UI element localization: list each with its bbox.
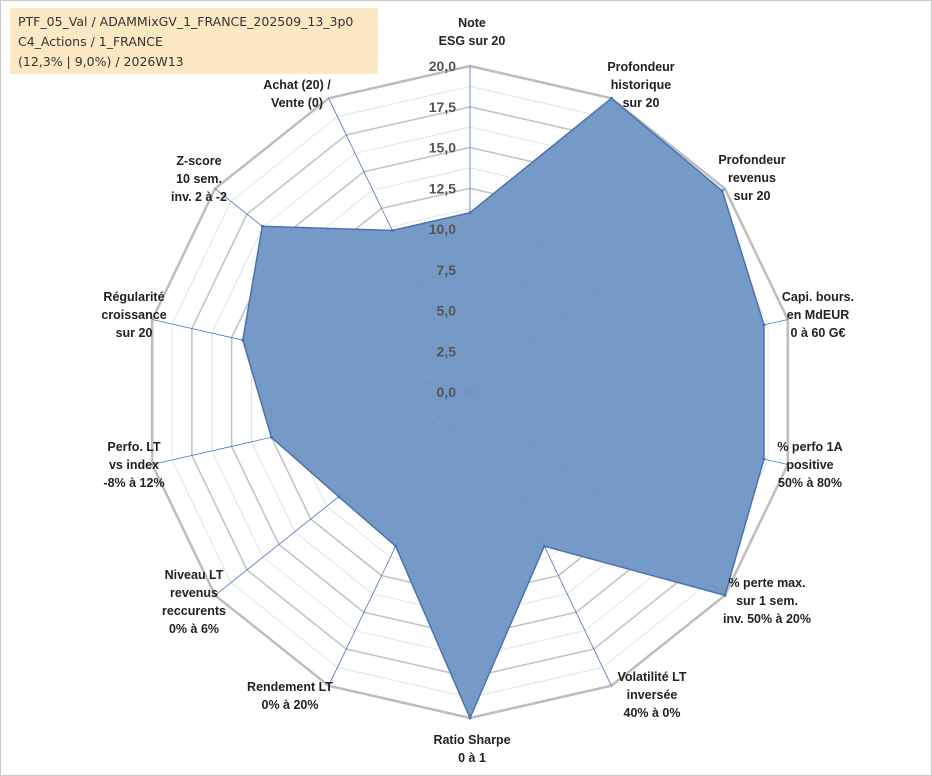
data-point-9 (394, 544, 398, 548)
axis-label-line: Capi. bours. (782, 290, 854, 304)
tick-label: 0,0 (437, 384, 457, 400)
info-line-portfolio: PTF_05_Val / ADAMMixGV_1_FRANCE_202509_1… (18, 14, 354, 29)
axis-label-9: Rendement LT 0% à 20% (247, 680, 333, 712)
axis-label-line: Note (458, 16, 486, 30)
axis-label-line: % perfo 1A (777, 440, 842, 454)
axis-label-line: sur 20 (734, 189, 771, 203)
axis-label-line: 40% à 0% (624, 706, 681, 720)
axis-label-line: Régularité (103, 290, 164, 304)
info-line-stats: (12,3% | 9,0%) / 2026W13 (18, 54, 184, 69)
axis-label-4: Capi. bours. en MdEUR 0 à 60 G€ (782, 290, 854, 340)
axis-label-line: revenus (728, 171, 776, 185)
tick-label: 17,5 (429, 99, 456, 115)
data-point-6 (723, 593, 727, 597)
data-point-4 (762, 323, 766, 327)
axis-label-line: Vente (0) (271, 96, 323, 110)
axis-label-3: Profondeur revenus sur 20 (718, 153, 785, 203)
axis-label-line: -8% à 12% (103, 476, 164, 490)
axis-label-line: inv. 2 à -2 (171, 190, 227, 204)
axis-label-line: Z-score (176, 154, 221, 168)
axis-label-line: 0% à 6% (169, 622, 219, 636)
axis-label-line: 0 à 60 G€ (791, 326, 846, 340)
axis-label-line: Volatilité LT (618, 670, 687, 684)
axis-label-line: historique (611, 78, 671, 92)
data-point-1 (468, 211, 472, 215)
axis-label-1: Note ESG sur 20 (439, 16, 506, 48)
axis-label-line: positive (786, 458, 833, 472)
axis-label-line: Perfo. LT (107, 440, 161, 454)
axis-label-13: Z-score 10 sem. inv. 2 à -2 (171, 154, 227, 204)
axis-label-line: Achat (20) / (263, 78, 331, 92)
info-line-category: C4_Actions / 1_FRANCE (18, 34, 163, 49)
axis-label-line: ESG sur 20 (439, 34, 506, 48)
axis-label-line: 0% à 20% (262, 698, 319, 712)
tick-label: 10,0 (429, 221, 456, 237)
axis-label-line: croissance (101, 308, 166, 322)
data-point-2 (609, 96, 613, 100)
tick-label: 2,5 (437, 343, 457, 359)
data-point-8 (468, 716, 472, 720)
axis-label-line: Ratio Sharpe (433, 733, 510, 747)
data-point-11 (269, 435, 273, 439)
axis-label-2: Profondeur historique sur 20 (607, 60, 674, 110)
axis-label-line: en MdEUR (787, 308, 850, 322)
axis-label-line: Profondeur (718, 153, 785, 167)
axis-label-7: Volatilité LT inversée 40% à 0% (618, 670, 687, 720)
axis-label-line: Rendement LT (247, 680, 333, 694)
data-point-5 (762, 457, 766, 461)
data-point-3 (720, 189, 724, 193)
tick-label: 5,0 (437, 303, 457, 319)
axis-label-line: sur 20 (623, 96, 660, 110)
axis-label-6: % perte max. sur 1 sem. inv. 50% à 20% (723, 576, 811, 626)
axis-label-line: sur 1 sem. (736, 594, 798, 608)
tick-label: 7,5 (437, 262, 457, 278)
axis-label-line: vs index (109, 458, 159, 472)
data-point-12 (241, 338, 245, 342)
axis-label-11: Perfo. LT vs index -8% à 12% (103, 440, 164, 490)
axis-label-10: Niveau LT revenus reccurents 0% à 6% (162, 568, 226, 636)
portfolio-info-box: PTF_05_Val / ADAMMixGV_1_FRANCE_202509_1… (10, 8, 378, 74)
axis-label-line: revenus (170, 586, 218, 600)
axis-label-line: Profondeur (607, 60, 674, 74)
axis-label-line: % perte max. (728, 576, 805, 590)
tick-label: 15,0 (429, 140, 456, 156)
axis-label-8: Ratio Sharpe 0 à 1 (433, 733, 510, 765)
axis-label-line: reccurents (162, 604, 226, 618)
radial-tick-labels: 0,0 2,5 5,0 7,5 10,0 12,5 15,0 17,5 20,0 (429, 58, 456, 400)
data-point-7 (542, 544, 546, 548)
axis-label-5: % perfo 1A positive 50% à 80% (777, 440, 842, 490)
data-point-14 (390, 229, 394, 232)
axis-label-line: inv. 50% à 20% (723, 612, 811, 626)
tick-label: 12,5 (429, 180, 456, 196)
axis-label-line: sur 20 (116, 326, 153, 340)
axis-label-line: 50% à 80% (778, 476, 842, 490)
axis-label-line: 0 à 1 (458, 751, 486, 765)
data-point-10 (337, 495, 341, 499)
axis-label-line: 10 sem. (176, 172, 222, 186)
axis-label-line: Niveau LT (165, 568, 224, 582)
radar-series (241, 96, 766, 720)
axis-label-12: Régularité croissance sur 20 (101, 290, 166, 340)
data-point-13 (260, 224, 264, 228)
axis-label-line: inversée (627, 688, 678, 702)
tick-label: 20,0 (429, 58, 456, 74)
